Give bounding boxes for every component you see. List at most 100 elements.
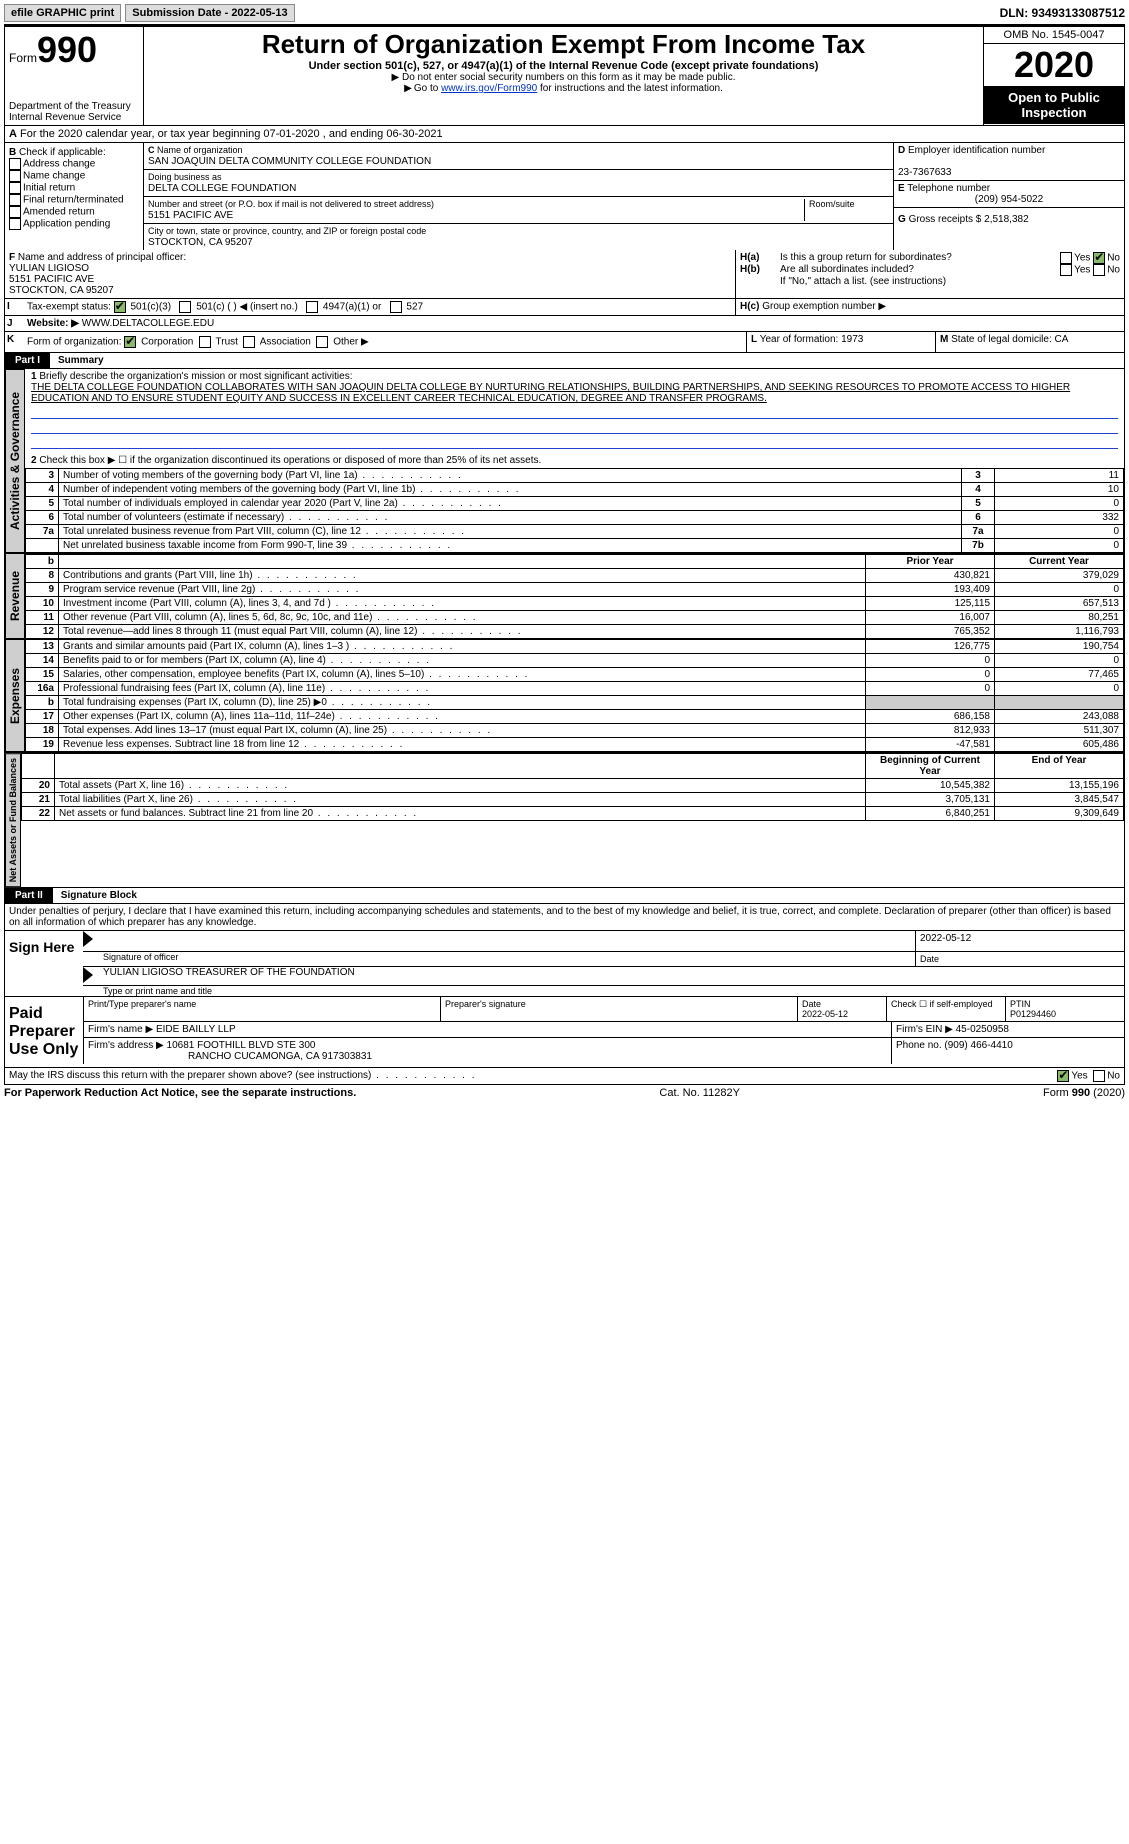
discuss-yes-checkbox[interactable]: [1057, 1070, 1069, 1082]
phone-value: (209) 954-5022: [898, 194, 1120, 205]
org-form-row: K Form of organization: Corporation Trus…: [4, 332, 1125, 353]
paid-preparer-label: Paid Preparer Use Only: [5, 997, 83, 1067]
line-val: 0: [995, 539, 1124, 553]
netassets-tab: Net Assets or Fund Balances: [5, 753, 21, 887]
website-row: J Website: ▶ WWW.DELTACOLLEGE.EDU: [4, 316, 1125, 332]
dln-text: DLN: 93493133087512: [1000, 6, 1125, 20]
tax-status-row: I Tax-exempt status: 501(c)(3) 501(c) ( …: [4, 299, 1125, 316]
omb-number: OMB No. 1545-0047: [984, 27, 1124, 44]
room-suite-label: Room/suite: [809, 199, 855, 209]
expenses-tab: Expenses: [5, 639, 25, 752]
sig-officer-label: Signature of officer: [103, 952, 915, 966]
trust-checkbox[interactable]: [199, 336, 211, 348]
prior-val: 686,158: [866, 710, 995, 724]
hb-no-checkbox[interactable]: [1093, 264, 1105, 276]
revenue-section: Revenue b Prior Year Current Year 8 Cont…: [4, 553, 1125, 639]
prep-sig-label: Preparer's signature: [440, 997, 797, 1021]
prior-val: [866, 696, 995, 710]
period-row: A For the 2020 calendar year, or tax yea…: [4, 126, 1125, 143]
current-val: 0: [995, 583, 1124, 597]
application-pending-checkbox[interactable]: [9, 218, 21, 230]
prep-name-label: Print/Type preparer's name: [83, 997, 440, 1021]
line2-text: Check this box ▶ ☐ if the organization d…: [39, 455, 541, 466]
discuss-no-checkbox[interactable]: [1093, 1070, 1105, 1082]
efile-button[interactable]: efile GRAPHIC print: [4, 4, 121, 22]
hb-note: If "No," attach a list. (see instruction…: [740, 276, 1120, 287]
prior-val: 10,545,382: [866, 779, 995, 793]
netassets-section: Net Assets or Fund Balances Beginning of…: [4, 752, 1125, 888]
line-number: 11: [26, 611, 59, 625]
corporation-checkbox[interactable]: [124, 336, 136, 348]
4947-checkbox[interactable]: [306, 301, 318, 313]
final-return-checkbox[interactable]: [9, 194, 21, 206]
other-checkbox[interactable]: [316, 336, 328, 348]
line-desc: Total fundraising expenses (Part IX, col…: [59, 696, 866, 710]
paid-preparer-block: Paid Preparer Use Only Print/Type prepar…: [4, 997, 1125, 1068]
current-val: 9,309,649: [995, 807, 1124, 821]
street-address: 5151 PACIFIC AVE: [148, 210, 233, 221]
current-year-header: Current Year: [995, 554, 1124, 569]
sign-here-label: Sign Here: [5, 931, 83, 996]
prior-val: 126,775: [866, 640, 995, 654]
submission-date-button[interactable]: Submission Date - 2022-05-13: [125, 4, 294, 22]
line-number: 12: [26, 625, 59, 639]
line-desc: Program service revenue (Part VIII, line…: [59, 583, 866, 597]
current-val: 13,155,196: [995, 779, 1124, 793]
mission-text: THE DELTA COLLEGE FOUNDATION COLLABORATE…: [31, 382, 1070, 404]
signature-arrow-icon: [83, 931, 93, 947]
prep-date-val: 2022-05-12: [802, 1009, 848, 1019]
org-name-cell: C Name of organization SAN JOAQUIN DELTA…: [144, 143, 893, 170]
prior-year-header: Prior Year: [866, 554, 995, 569]
dba-cell: Doing business as DELTA COLLEGE FOUNDATI…: [144, 170, 893, 197]
form-number: Form990: [9, 29, 139, 71]
ha-no-checkbox[interactable]: [1093, 252, 1105, 264]
current-val: 0: [995, 654, 1124, 668]
initial-return-checkbox[interactable]: [9, 182, 21, 194]
part-i-body: Activities & Governance 1 Briefly descri…: [4, 369, 1125, 553]
prior-val: 0: [866, 682, 995, 696]
line-desc: Investment income (Part VIII, column (A)…: [59, 597, 866, 611]
begin-year-header: Beginning of Current Year: [866, 754, 995, 779]
section-b: B Check if applicable: Address change Na…: [5, 143, 144, 250]
527-checkbox[interactable]: [390, 301, 402, 313]
current-val: 243,088: [995, 710, 1124, 724]
firm-addr2: RANCHO CUCAMONGA, CA 917303831: [88, 1051, 372, 1062]
line-desc: Net unrelated business taxable income fr…: [59, 539, 962, 553]
org-name: SAN JOAQUIN DELTA COMMUNITY COLLEGE FOUN…: [148, 156, 431, 167]
netassets-table: Beginning of Current Year End of Year 20…: [21, 753, 1124, 821]
firm-phone: (909) 466-4410: [944, 1040, 1012, 1051]
firm-name: EIDE BAILLY LLP: [156, 1024, 236, 1035]
line-number: 16a: [26, 682, 59, 696]
line-desc: Revenue less expenses. Subtract line 18 …: [59, 738, 866, 752]
prior-val: 430,821: [866, 569, 995, 583]
line-val: 332: [995, 511, 1124, 525]
line-desc: Professional fundraising fees (Part IX, …: [59, 682, 866, 696]
501c-checkbox[interactable]: [179, 301, 191, 313]
501c3-checkbox[interactable]: [114, 301, 126, 313]
filing-block: B Check if applicable: Address change Na…: [4, 143, 1125, 250]
tax-year: 2020: [984, 44, 1124, 86]
line-desc: Other expenses (Part IX, column (A), lin…: [59, 710, 866, 724]
line-number: 4: [26, 483, 59, 497]
amended-return-checkbox[interactable]: [9, 206, 21, 218]
line-number: 17: [26, 710, 59, 724]
top-bar: efile GRAPHIC print Submission Date - 20…: [4, 4, 1125, 22]
sign-here-block: Sign Here 2022-05-12 Signature of office…: [4, 930, 1125, 997]
line-desc: Number of independent voting members of …: [59, 483, 962, 497]
current-val: 3,845,547: [995, 793, 1124, 807]
ha-text: Is this a group return for subordinates?: [780, 252, 1060, 264]
association-checkbox[interactable]: [243, 336, 255, 348]
hb-yes-checkbox[interactable]: [1060, 264, 1072, 276]
irs-link[interactable]: www.irs.gov/Form990: [441, 83, 537, 94]
ha-yes-checkbox[interactable]: [1060, 252, 1072, 264]
line-number: 15: [26, 668, 59, 682]
part-ii-header: Part II Signature Block: [4, 888, 1125, 904]
line-number: 5: [26, 497, 59, 511]
prior-val: 16,007: [866, 611, 995, 625]
prior-val: 193,409: [866, 583, 995, 597]
form-title: Return of Organization Exempt From Incom…: [152, 29, 975, 60]
address-change-checkbox[interactable]: [9, 158, 21, 170]
self-employed-check: Check ☐ if self-employed: [886, 997, 1005, 1021]
line-number: [26, 539, 59, 553]
name-change-checkbox[interactable]: [9, 170, 21, 182]
